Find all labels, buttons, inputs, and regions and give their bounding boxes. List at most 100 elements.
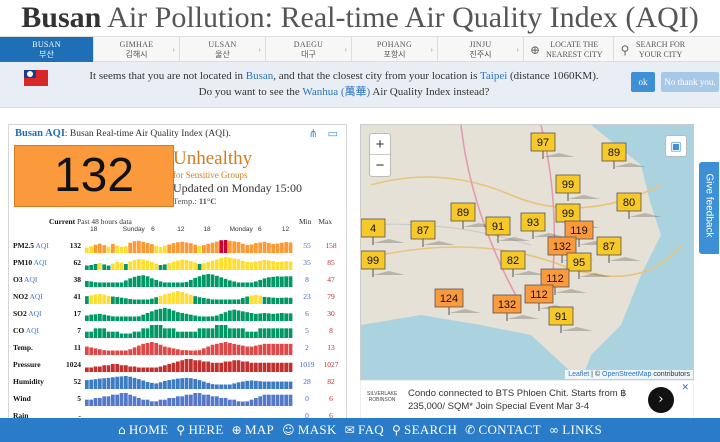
aqi-map-marker[interactable]: 124: [434, 288, 481, 315]
tab-gimhae[interactable]: Gimhae 김해시 ›: [94, 37, 180, 63]
aqi-map-marker-value: 91: [492, 221, 504, 233]
history-bar: [124, 264, 128, 270]
history-bar: [111, 296, 115, 304]
nav-faq[interactable]: ✉ FAQ: [345, 422, 384, 438]
row-min-value: 1019: [299, 360, 315, 369]
history-row: O3 AQI 38 8 47: [9, 271, 346, 288]
tab-ulsan[interactable]: Ulsan 울산 ›: [180, 37, 266, 63]
aqi-map-marker[interactable]: 97: [530, 132, 575, 159]
nav-here[interactable]: ⚲ HERE: [176, 422, 223, 438]
history-bar: [202, 328, 206, 338]
history-bar: [219, 342, 224, 355]
row-history-chart: [85, 308, 293, 321]
aqi-map-marker[interactable]: 119: [564, 220, 611, 247]
row-history-chart: [85, 240, 293, 253]
osm-link[interactable]: OpenStreetMap: [602, 371, 652, 378]
history-bar: [93, 282, 98, 287]
history-bar: [89, 331, 94, 338]
search-city-button[interactable]: ⚲ SEARCH FOR YOUR CITY: [614, 37, 720, 63]
feedback-tab[interactable]: Give feedback: [699, 162, 719, 254]
aqi-map-marker-value: 132: [498, 299, 516, 311]
history-row: PM10 AQI 62 35 85: [9, 254, 346, 271]
history-bar: [128, 261, 133, 270]
ad-banner[interactable]: SILVERLAKE ROBINSON Condo connected to B…: [360, 380, 694, 420]
history-bar: [176, 282, 180, 287]
station-header-city[interactable]: Busan AQI: [15, 128, 65, 139]
history-bar: [210, 242, 215, 253]
aqi-map-marker[interactable]: 95: [566, 252, 611, 279]
nav-home[interactable]: ⌂ HOME: [118, 422, 168, 438]
history-bar: [167, 282, 172, 287]
history-bar: [167, 293, 172, 304]
ad-arrow-button[interactable]: ›: [648, 387, 674, 413]
tab-pohang[interactable]: Pohang 포항시 ›: [352, 37, 438, 63]
ok-button[interactable]: ok: [631, 72, 655, 92]
search-icon: ⚲: [620, 43, 630, 57]
history-bar: [267, 297, 271, 304]
history-bar: [241, 260, 245, 270]
tab-busan[interactable]: Busan 부산: [0, 37, 94, 63]
tab-daegu[interactable]: Daegu 대구 ›: [266, 37, 352, 63]
nav-contact[interactable]: ✆ CONTACT: [465, 422, 541, 438]
history-bar: [163, 399, 167, 406]
aqi-station-panel: Busan AQI: Busan Real-time Air Quality I…: [8, 124, 347, 424]
aqi-map-marker[interactable]: 87: [596, 236, 641, 263]
history-bar: [236, 360, 241, 372]
ad-close-icon[interactable]: ✕: [681, 382, 689, 392]
notice-nearest-link[interactable]: Taipei: [479, 70, 508, 82]
aqi-map-marker[interactable]: 4: [361, 218, 405, 245]
nav-mask[interactable]: ☺ MASK: [282, 422, 337, 438]
history-bar: [167, 380, 172, 389]
zoom-in-button[interactable]: +: [370, 134, 390, 155]
aqi-map-marker[interactable]: 82: [500, 250, 545, 277]
row-name: PM2.5 AQI: [13, 241, 49, 250]
history-bar: [236, 344, 241, 355]
row-name-text: CO: [13, 326, 25, 335]
nav-map[interactable]: ⊕ MAP: [232, 422, 274, 438]
history-row: Wind 5 0 6: [9, 390, 346, 407]
leaflet-link[interactable]: Leaflet: [568, 371, 590, 378]
history-bar: [154, 325, 159, 338]
tab-jinju-local: 진주시: [469, 50, 492, 59]
history-bar: [275, 243, 280, 253]
map-canvas[interactable]: 97 89 99 80 99 89 87 91 93 119 132 87 82 95 112 124 132 1…: [361, 125, 694, 380]
aqi-map-marker[interactable]: 87: [410, 220, 455, 247]
aqi-map-marker[interactable]: 91: [485, 216, 530, 243]
notice-alt-link[interactable]: Wanhua (萬華): [302, 86, 371, 98]
aqi-map-marker[interactable]: 99: [361, 250, 405, 277]
aqi-map-marker[interactable]: 91: [548, 306, 593, 333]
aqi-map-marker[interactable]: 93: [520, 212, 565, 239]
aqi-map-marker[interactable]: 112: [540, 268, 587, 295]
no-thank-you-button[interactable]: No thank you.: [661, 72, 719, 92]
aqi-map-marker[interactable]: 89: [601, 142, 646, 169]
history-bar: [106, 282, 111, 287]
locate-nearest-city-button[interactable]: ⊕ LOCATE THE NEAREST CITY: [524, 37, 614, 63]
history-bar: [154, 342, 159, 355]
share-icon[interactable]: ⋔: [308, 128, 318, 140]
history-bar: [119, 365, 124, 372]
zoom-out-button[interactable]: −: [375, 157, 385, 174]
aqi-map-marker[interactable]: 112: [524, 284, 571, 311]
tab-jinju[interactable]: Jinju 진주시 ›: [438, 37, 524, 63]
ad-text[interactable]: Condo connected to BTS Phloen Chit. Star…: [408, 388, 627, 412]
history-bar: [89, 281, 94, 287]
aqi-map-marker[interactable]: 80: [616, 192, 661, 219]
history-row: Pressure 1024 1019 1027: [9, 356, 346, 373]
nav-links[interactable]: ∞ LINKS: [549, 422, 602, 438]
history-bar: [176, 349, 180, 355]
row-history-chart: [85, 291, 293, 304]
history-bar: [249, 244, 254, 253]
nav-search[interactable]: ⚲ SEARCH: [392, 422, 457, 438]
aqi-map-marker[interactable]: 132: [492, 294, 539, 321]
history-bar: [141, 259, 146, 270]
history-bar: [102, 245, 107, 253]
aqi-map-marker[interactable]: 99: [555, 174, 600, 201]
notice-city-link[interactable]: Busan: [245, 70, 274, 82]
history-bar: [210, 260, 215, 270]
widget-icon[interactable]: ▭: [327, 128, 338, 140]
layers-icon[interactable]: ▣: [665, 135, 687, 157]
aqi-map-marker-value: 112: [530, 289, 548, 301]
history-bar: [219, 299, 224, 304]
history-bar: [215, 384, 219, 389]
map-panel[interactable]: 97 89 99 80 99 89 87 91 93 119 132 87 82 95 112 124 132 1…: [360, 124, 694, 380]
